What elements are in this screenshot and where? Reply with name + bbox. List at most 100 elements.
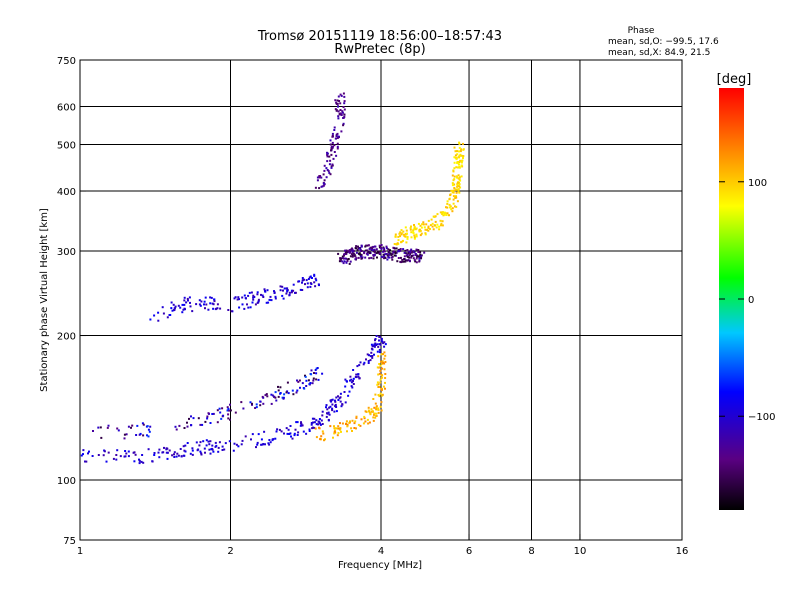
data-point xyxy=(124,450,127,452)
data-point xyxy=(323,439,325,442)
data-point xyxy=(161,306,164,309)
data-point xyxy=(413,227,416,230)
data-point xyxy=(273,290,275,293)
data-point xyxy=(97,426,100,429)
data-point xyxy=(254,407,257,409)
data-point xyxy=(462,157,464,159)
data-point xyxy=(346,423,349,426)
data-point xyxy=(199,441,202,444)
data-point xyxy=(334,108,337,111)
data-point xyxy=(325,176,328,179)
data-point xyxy=(184,444,187,447)
data-point xyxy=(305,385,308,387)
data-point xyxy=(368,257,371,260)
data-point xyxy=(369,355,372,358)
data-point xyxy=(455,166,458,169)
data-point xyxy=(147,435,150,438)
data-point xyxy=(334,429,336,432)
data-point xyxy=(343,254,345,257)
data-point xyxy=(389,252,392,255)
data-point xyxy=(383,250,386,253)
data-point xyxy=(116,427,119,430)
data-point xyxy=(403,255,406,258)
data-point xyxy=(456,185,459,188)
y-axis-ticks: 75 100 200 300 400 500 600 750 xyxy=(57,56,86,547)
data-point xyxy=(383,351,386,354)
data-point xyxy=(248,291,251,294)
data-point xyxy=(337,427,340,430)
data-point xyxy=(336,434,339,437)
data-point xyxy=(380,409,383,412)
data-point xyxy=(295,391,298,394)
data-point xyxy=(376,366,379,369)
data-point xyxy=(433,215,436,218)
data-point xyxy=(399,235,401,238)
data-point xyxy=(367,362,370,364)
data-point xyxy=(300,423,303,426)
data-point xyxy=(384,361,387,363)
data-point xyxy=(355,245,358,248)
data-point xyxy=(414,253,417,255)
data-point xyxy=(409,253,412,255)
data-point xyxy=(165,451,168,454)
data-point xyxy=(375,248,378,251)
data-point xyxy=(349,255,352,258)
data-point xyxy=(127,455,130,458)
data-point xyxy=(460,154,463,157)
data-point xyxy=(264,443,266,446)
data-point xyxy=(279,289,282,292)
data-point xyxy=(449,194,452,197)
x-tick-label: 6 xyxy=(466,546,472,557)
data-point xyxy=(183,449,186,452)
data-point xyxy=(163,446,165,449)
data-point xyxy=(422,221,425,224)
data-point xyxy=(316,176,319,179)
data-point xyxy=(311,277,313,279)
data-point xyxy=(396,260,399,263)
data-point xyxy=(339,109,342,111)
data-point xyxy=(355,376,358,379)
data-point xyxy=(380,401,383,404)
data-point xyxy=(457,162,460,165)
data-point xyxy=(307,278,310,280)
data-point xyxy=(208,443,211,446)
data-point xyxy=(455,158,458,161)
data-point xyxy=(397,257,400,259)
data-point xyxy=(358,377,361,380)
data-point xyxy=(360,418,363,421)
data-point xyxy=(373,251,376,254)
data-point xyxy=(458,185,461,188)
data-point xyxy=(262,396,265,399)
data-point xyxy=(224,442,227,445)
data-point xyxy=(263,288,266,291)
data-point xyxy=(454,188,457,191)
data-point xyxy=(458,163,460,166)
data-point xyxy=(375,412,378,415)
data-point xyxy=(99,426,102,429)
data-point xyxy=(453,167,456,170)
data-point xyxy=(299,424,302,427)
data-point xyxy=(386,258,389,261)
data-point xyxy=(205,303,208,306)
data-point xyxy=(405,229,408,232)
data-point xyxy=(173,307,176,310)
data-point xyxy=(343,257,346,260)
data-point xyxy=(315,367,318,370)
data-point xyxy=(332,145,334,148)
data-point xyxy=(270,402,273,405)
data-point xyxy=(346,380,348,383)
data-point xyxy=(277,385,279,388)
data-point xyxy=(288,291,291,294)
x-tick-label: 2 xyxy=(227,546,233,557)
data-point xyxy=(395,247,398,250)
data-point xyxy=(336,427,339,430)
data-point xyxy=(365,244,368,247)
data-point xyxy=(459,179,462,182)
data-point xyxy=(438,225,441,228)
data-point xyxy=(419,234,422,237)
data-point xyxy=(323,164,326,167)
data-point xyxy=(397,235,400,238)
colorbar-tick-label: 100 xyxy=(748,178,767,189)
data-point xyxy=(133,460,136,463)
data-point xyxy=(314,369,317,371)
